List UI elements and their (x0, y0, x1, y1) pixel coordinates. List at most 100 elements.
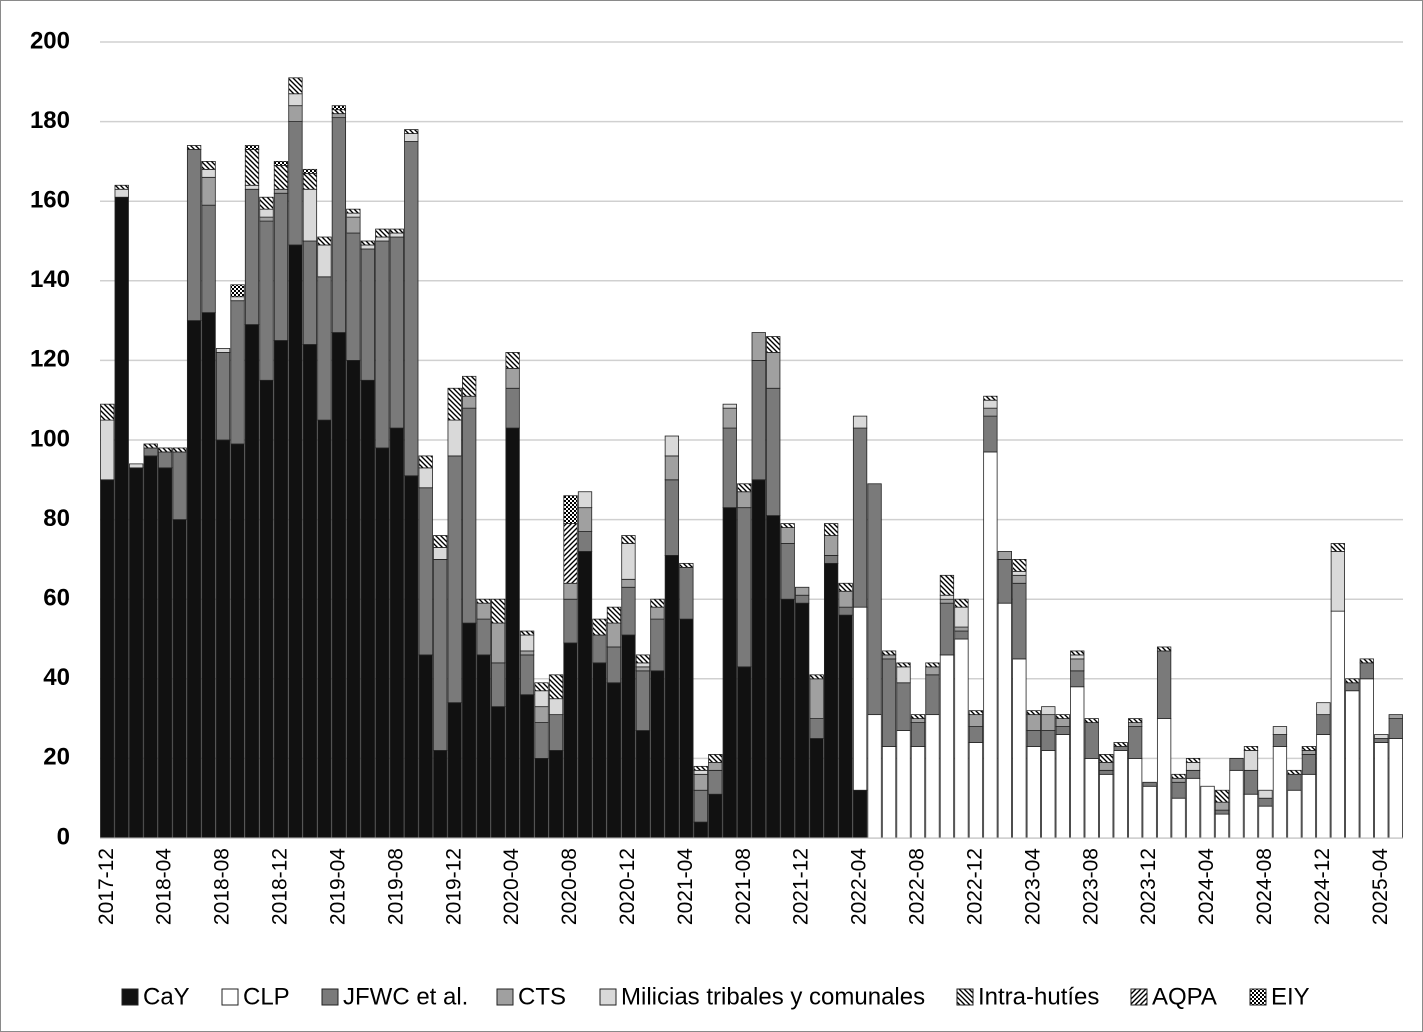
legend-label: EIY (1271, 983, 1310, 1010)
bar-segment (534, 706, 549, 723)
bar-segment (592, 634, 607, 664)
bar-segment (375, 447, 390, 839)
x-tick-label: 2021-12 (790, 848, 813, 925)
legend-label: CaY (143, 983, 190, 1010)
bar-segment (635, 662, 651, 668)
bar-segment (186, 145, 202, 150)
bar-segment (100, 479, 115, 839)
bar-segment (867, 483, 882, 716)
bar-segment (737, 666, 752, 839)
bar-segment (1128, 726, 1143, 759)
bar-segment (823, 535, 839, 556)
legend-swatch (496, 988, 514, 1006)
bar-segment (548, 750, 564, 839)
bar-segment (1243, 769, 1259, 795)
legend-label: CTS (518, 983, 566, 1010)
x-tick-label: 2021-08 (732, 848, 755, 925)
bar-segment (679, 618, 694, 839)
bar-segment (346, 216, 361, 234)
bar-segment (997, 551, 1012, 560)
bar-segment (1128, 718, 1143, 723)
bar-segment (968, 710, 984, 716)
bar-segment (563, 523, 578, 584)
x-tick-label: 2020-04 (500, 848, 523, 925)
legend-swatch (321, 988, 339, 1006)
bar-segment (809, 738, 824, 839)
bar-segment (592, 618, 607, 636)
bar-segment (708, 769, 723, 795)
bar-segment (288, 93, 303, 107)
y-tick-label: 140 (30, 266, 70, 293)
bar-segment (447, 419, 462, 457)
bar-segment (1258, 789, 1273, 799)
legend-label: AQPA (1152, 983, 1217, 1010)
bar-segment (693, 821, 708, 839)
bar-segment (1171, 781, 1186, 799)
bar-segment (404, 141, 419, 477)
x-tick-label: 2018-12 (269, 848, 292, 925)
bar-segment (143, 447, 158, 457)
bar-segment (1272, 746, 1288, 839)
bar-segment (852, 415, 868, 429)
bar-segment (1272, 734, 1288, 747)
bar-segment (1041, 730, 1056, 751)
x-tick-label: 2022-08 (906, 848, 929, 925)
bar-segment (766, 515, 781, 839)
bar-segment (331, 109, 347, 115)
bar-segment (1099, 761, 1114, 771)
bar-segment (1070, 650, 1085, 656)
bar-segment (881, 654, 897, 660)
bar-segment (1258, 805, 1273, 839)
x-tick-label: 2024-08 (1253, 848, 1276, 925)
bar-segment (346, 208, 361, 214)
bar-segment (954, 638, 969, 839)
bar-segment (244, 188, 260, 325)
bar-segment (751, 359, 766, 481)
bar-segment (331, 117, 347, 333)
bar-segment (693, 769, 708, 775)
bar-segment (447, 702, 462, 839)
x-tick-label: 2023-04 (1021, 848, 1044, 925)
bar-segment (983, 399, 998, 409)
x-tick-label: 2025-04 (1369, 848, 1392, 925)
bar-segment (1099, 773, 1114, 839)
bar-segment (172, 519, 187, 839)
x-tick-label: 2019-08 (384, 848, 407, 925)
bar-segment (433, 750, 448, 839)
bar-segment (896, 666, 911, 684)
bar-segment (1214, 801, 1230, 811)
bar-segment (433, 535, 448, 548)
bar-segment (939, 594, 955, 600)
bar-segment (331, 332, 347, 839)
bar-segment (360, 379, 375, 839)
bar-segment (766, 352, 781, 389)
bar-segment (693, 773, 708, 791)
bar-segment (621, 543, 636, 580)
bar-segment (1026, 746, 1041, 839)
bar-segment (1330, 543, 1345, 552)
bar-segment (925, 674, 940, 716)
bar-segment (621, 586, 636, 636)
bar-segment (1316, 714, 1331, 735)
bar-segment (664, 479, 680, 556)
bar-segment (621, 535, 636, 544)
bar-segment (1142, 781, 1157, 787)
bar-segment (346, 232, 361, 361)
bar-segment (722, 427, 737, 509)
bar-segment (780, 543, 795, 600)
y-tick-label: 180 (30, 107, 70, 134)
bar-segment (360, 248, 375, 381)
bar-segment (505, 367, 520, 389)
bar-segment (780, 523, 795, 528)
bar-segment (1388, 738, 1403, 839)
bar-segment (114, 196, 129, 839)
x-tick-label: 2022-12 (963, 848, 986, 925)
bar-segment (635, 666, 651, 672)
bar-segment (708, 754, 723, 763)
bar-segment (693, 765, 708, 771)
legend-label: Milicias tribales y comunales (621, 983, 925, 1010)
bar-segment (143, 455, 158, 839)
bar-segment (621, 634, 636, 839)
x-tick-label: 2018-08 (211, 848, 234, 925)
